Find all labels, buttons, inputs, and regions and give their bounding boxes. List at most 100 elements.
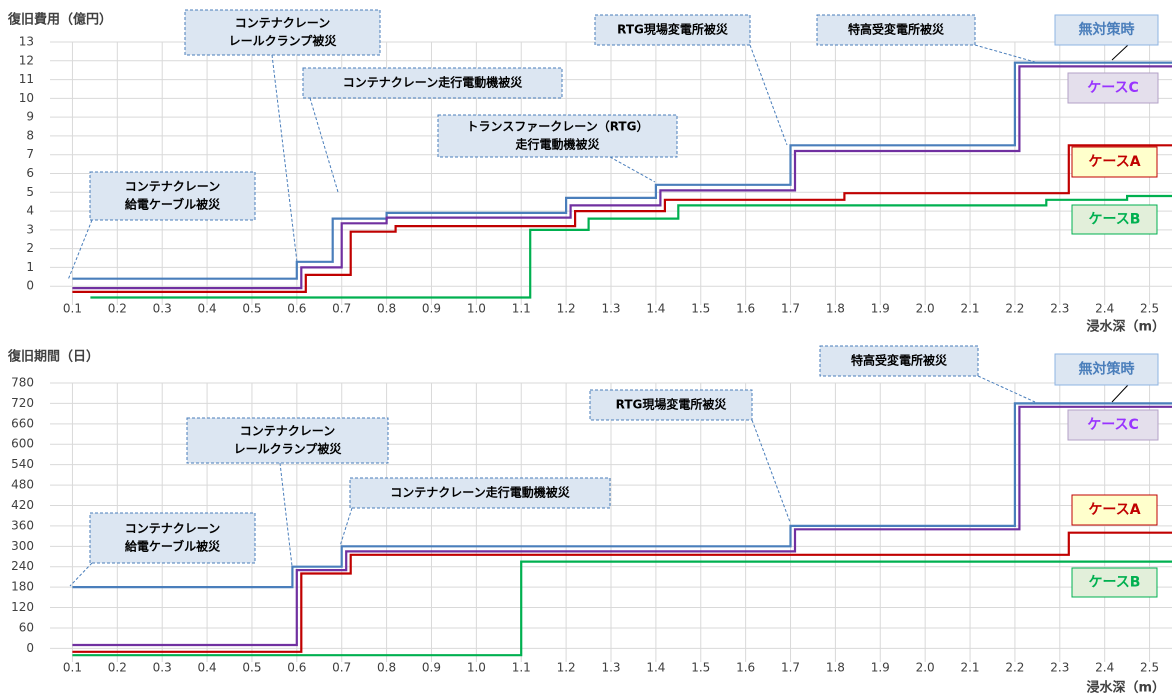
legend-box [1071, 567, 1158, 598]
x-tick-label: 0.9 [422, 661, 441, 675]
annotation-text: 走行電動機被災 [515, 137, 600, 152]
y-tick-label: 420 [11, 498, 34, 512]
x-tick-label: 2.0 [916, 661, 935, 675]
annotation-text: レールクランプ被災 [234, 441, 343, 456]
y-tick-label: 540 [11, 457, 34, 471]
x-tick-label: 0.7 [332, 302, 351, 316]
x-tick-label: 1.2 [557, 661, 576, 675]
series-line [72, 531, 1172, 653]
y-tick-label: 9 [26, 110, 34, 124]
x-tick-label: 1.6 [736, 302, 755, 316]
leader-line [609, 156, 656, 183]
leader-line [977, 375, 1036, 403]
y-tick-label: 3 [26, 222, 34, 236]
annotation-box [184, 9, 381, 56]
legend-label: ケースB [1089, 575, 1141, 591]
annotation-box [437, 114, 678, 158]
annotation-box [89, 171, 256, 221]
x-axis-label: 浸水深（m） [1086, 680, 1165, 695]
x-tick-label: 2.2 [1005, 302, 1024, 316]
y-tick-label: 4 [26, 204, 34, 218]
y-tick-label: 13 [19, 35, 34, 49]
annotation-text: コンテナクレーン [125, 180, 220, 194]
annotation-box [302, 67, 563, 99]
x-tick-label: 0.2 [108, 302, 127, 316]
x-tick-label: 0.4 [198, 302, 217, 316]
leader-line [271, 54, 298, 263]
leader-line [309, 97, 339, 193]
y-tick-label: 10 [19, 91, 34, 105]
x-tick-label: 2.1 [960, 661, 979, 675]
y-tick-label: 0 [26, 641, 34, 655]
legend-leader [1111, 384, 1129, 403]
x-tick-label: 1.4 [646, 661, 665, 675]
x-tick-label: 1.7 [781, 661, 800, 675]
y-tick-label: 780 [11, 376, 34, 390]
x-tick-label: 1.1 [512, 661, 531, 675]
legend-label: ケースC [1087, 80, 1139, 96]
annotation-box [589, 389, 753, 421]
x-tick-label: 0.3 [153, 661, 172, 675]
y-tick-label: 8 [26, 128, 34, 142]
annotation-text: 特高受変電所被災 [848, 22, 945, 37]
leader-line [69, 562, 93, 587]
x-tick-label: 1.3 [601, 302, 620, 316]
y-tick-label: 60 [19, 620, 34, 634]
y-tick-label: 660 [11, 416, 34, 430]
legend-leader [1111, 44, 1129, 61]
annotation-text: 給電ケーブル被災 [125, 197, 221, 212]
x-tick-label: 1.4 [646, 302, 665, 316]
annotation-text: RTG現場変電所被災 [616, 397, 728, 412]
x-tick-label: 2.5 [1140, 302, 1159, 316]
y-tick-label: 480 [11, 478, 34, 492]
annotation-box [89, 512, 256, 564]
annotation-text: コンテナクレーン走行電動機被災 [343, 75, 523, 90]
legend-label: 無対策時 [1079, 361, 1135, 378]
x-tick-label: 1.8 [826, 302, 845, 316]
leader-line [67, 219, 93, 281]
x-tick-label: 2.1 [960, 302, 979, 316]
legend-label: ケースA [1088, 154, 1140, 170]
leader-line [751, 419, 791, 523]
series-line [90, 194, 1172, 299]
annotation-text: コンテナクレーン [125, 522, 220, 536]
x-tick-label: 0.1 [63, 302, 82, 316]
series-line [72, 560, 1172, 657]
x-tick-label: 0.8 [377, 661, 396, 675]
y-tick-label: 7 [26, 147, 34, 161]
y-tick-label: 5 [26, 185, 34, 199]
annotation-text: トランスファークレーン（RTG） [467, 119, 649, 134]
series-line [72, 65, 1172, 290]
legend-label: ケースA [1088, 502, 1140, 518]
x-tick-label: 2.5 [1140, 661, 1159, 675]
leader-line [279, 462, 293, 567]
x-tick-label: 0.7 [332, 661, 351, 675]
annotation-box [819, 345, 979, 377]
annotation-box [186, 417, 389, 464]
x-tick-label: 1.9 [871, 302, 890, 316]
y-tick-label: 120 [11, 600, 34, 614]
x-tick-label: 1.0 [467, 661, 486, 675]
annotation-text: レールクランプ被災 [229, 33, 338, 48]
x-tick-label: 0.6 [287, 302, 306, 316]
chart-title: 復旧費用（億円） [7, 12, 112, 28]
y-tick-label: 1 [26, 260, 34, 274]
series-line [72, 61, 1172, 280]
leader-line [749, 44, 788, 146]
series-line [72, 402, 1172, 589]
x-tick-label: 1.9 [871, 661, 890, 675]
x-tick-label: 1.6 [736, 661, 755, 675]
x-tick-label: 1.5 [691, 661, 710, 675]
legend-box [1054, 14, 1159, 46]
annotation-text: RTG現場変電所被災 [617, 22, 729, 37]
x-tick-label: 0.5 [242, 661, 261, 675]
x-tick-label: 2.0 [916, 302, 935, 316]
y-tick-label: 720 [11, 396, 34, 410]
leader-line [339, 507, 353, 547]
x-tick-label: 1.3 [601, 661, 620, 675]
x-tick-label: 0.3 [153, 302, 172, 316]
x-tick-label: 1.2 [557, 302, 576, 316]
y-tick-label: 0 [26, 279, 34, 293]
x-tick-label: 0.5 [242, 302, 261, 316]
x-tick-label: 1.5 [691, 302, 710, 316]
